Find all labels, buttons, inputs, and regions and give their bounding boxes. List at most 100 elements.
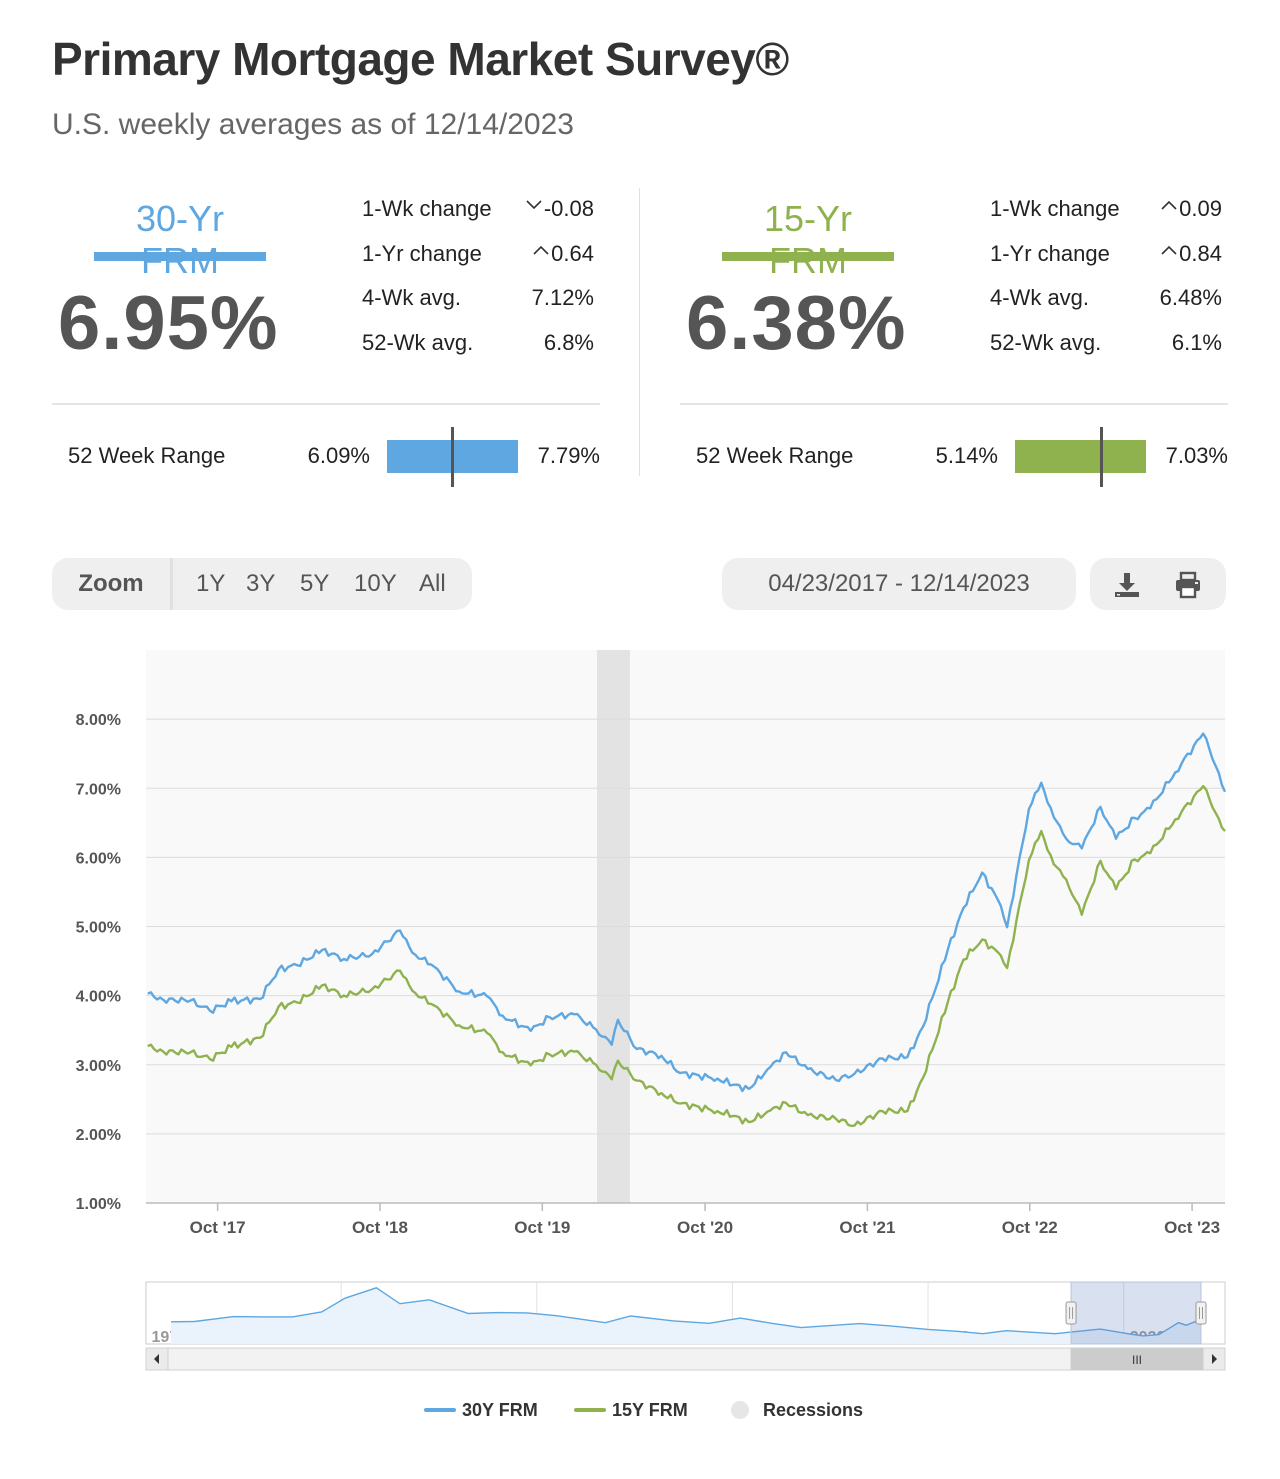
range-label: 52 Week Range bbox=[68, 443, 226, 468]
rate-panel-15yr: 15-Yr FRM 6.38% 1-Wk change 0.09 1-Yr ch… bbox=[680, 188, 1228, 488]
y-tick-label: 6.00% bbox=[76, 850, 121, 867]
stat-value-text: -0.08 bbox=[543, 196, 594, 221]
main-chart[interactable]: 1.00% 2.00% 3.00% 4.00% 5.00% 6.00% 7.00% 8.00%… bbox=[0, 640, 1280, 1240]
chart-legend: 30Y FRM 15Y FRM Recessions bbox=[0, 1396, 1280, 1426]
stat-value: 6.48% bbox=[1159, 285, 1222, 310]
range-marker bbox=[451, 427, 454, 487]
chevron-up-icon bbox=[1161, 245, 1177, 255]
legend-label: 15Y FRM bbox=[612, 1400, 688, 1420]
x-tick-label: Oct '19 bbox=[514, 1218, 570, 1237]
range-bar bbox=[387, 427, 518, 487]
stat-row: 4-Wk avg. 7.12% bbox=[362, 285, 600, 330]
y-tick-label: 4.00% bbox=[76, 989, 121, 1006]
stat-value: 6.1% bbox=[1171, 329, 1222, 355]
stat-value-text: 0.64 bbox=[551, 240, 594, 266]
series-line-15y bbox=[147, 785, 1226, 1128]
zoom-5y-button[interactable]: 5Y bbox=[300, 570, 330, 597]
stat-label: 4-Wk avg. bbox=[362, 285, 462, 310]
stat-row: 52-Wk avg. 6.1% bbox=[990, 330, 1228, 375]
legend-swatch bbox=[424, 1407, 456, 1412]
stats-list: 1-Wk change 0.09 1-Yr change 0.84 4-Wk a… bbox=[990, 196, 1228, 374]
stat-value: 6.8% bbox=[543, 329, 594, 355]
y-tick-label: 2.00% bbox=[76, 1127, 121, 1144]
y-tick-label: 5.00% bbox=[76, 920, 121, 937]
legend-item-recessions[interactable]: Recessions bbox=[731, 1396, 863, 1424]
panel-divider bbox=[680, 403, 1228, 405]
stats-list: 1-Wk change -0.08 1-Yr change 0.64 4-Wk … bbox=[362, 196, 600, 374]
stat-value-text: 0.09 bbox=[1179, 196, 1222, 221]
zoom-10y-button[interactable]: 10Y bbox=[354, 570, 397, 597]
navigator-line bbox=[170, 1287, 1202, 1337]
x-tick-label: Oct '22 bbox=[1002, 1218, 1058, 1237]
navigator-handle[interactable] bbox=[1195, 1301, 1207, 1325]
stat-row: 4-Wk avg. 6.48% bbox=[990, 285, 1228, 330]
rate-underline bbox=[94, 252, 266, 261]
navigator-handle[interactable] bbox=[1065, 1301, 1077, 1325]
stat-label: 1-Yr change bbox=[362, 240, 482, 266]
zoom-all-button[interactable]: All bbox=[419, 570, 446, 597]
legend-item-15y[interactable]: 15Y FRM bbox=[574, 1396, 688, 1424]
series-line-30y bbox=[147, 732, 1227, 1093]
zoom-3y-button[interactable]: 3Y bbox=[246, 570, 276, 597]
stat-label: 52-Wk avg. bbox=[990, 329, 1102, 355]
download-icon[interactable] bbox=[1112, 570, 1142, 600]
legend-item-30y[interactable]: 30Y FRM bbox=[424, 1396, 538, 1424]
y-tick-label: 7.00% bbox=[76, 781, 121, 798]
stat-row: 1-Yr change 0.84 bbox=[990, 241, 1228, 286]
stat-value: 0.09 bbox=[1161, 196, 1222, 222]
rate-value: 6.95% bbox=[58, 281, 279, 366]
stat-value: 0.84 bbox=[1161, 241, 1222, 267]
stat-value: -0.08 bbox=[526, 196, 594, 222]
export-toolbar bbox=[1090, 558, 1226, 610]
legend-swatch bbox=[731, 1400, 749, 1419]
stat-label: 4-Wk avg. bbox=[990, 285, 1090, 310]
range-high: 7.03% bbox=[1165, 443, 1228, 468]
stat-row: 52-Wk avg. 6.8% bbox=[362, 330, 600, 375]
date-range-input[interactable]: 04/23/2017 - 12/14/2023 bbox=[722, 558, 1076, 610]
zoom-1y-button[interactable]: 1Y bbox=[196, 570, 226, 597]
stat-row: 1-Wk change 0.09 bbox=[990, 196, 1228, 241]
rate-name: 30-Yr FRM bbox=[135, 198, 225, 281]
x-tick-label: Oct '18 bbox=[352, 1218, 408, 1237]
scroll-left-icon bbox=[154, 1354, 159, 1364]
rate-panel-30yr: 30-Yr FRM 6.95% 1-Wk change -0.08 1-Yr c… bbox=[52, 188, 600, 488]
legend-label: Recessions bbox=[763, 1400, 864, 1420]
chevron-up-icon bbox=[1161, 200, 1177, 210]
range-high: 7.79% bbox=[537, 443, 600, 468]
rate-name: 15-Yr FRM bbox=[763, 198, 853, 281]
x-tick-label: Oct '21 bbox=[839, 1218, 895, 1237]
scrollbar-thumb[interactable] bbox=[1070, 1347, 1204, 1371]
panel-separator bbox=[639, 188, 640, 476]
zoom-label: Zoom bbox=[52, 558, 173, 610]
navigator-chart[interactable]: 197019801990200020102020III bbox=[0, 1270, 1280, 1380]
zoom-bar: Zoom 1Y 3Y 5Y 10Y All bbox=[52, 558, 472, 610]
scrollbar-grip: III bbox=[1132, 1353, 1142, 1367]
scrollbar-track[interactable] bbox=[145, 1347, 1226, 1371]
page-title: Primary Mortgage Market Survey® bbox=[52, 33, 789, 85]
range-low: 5.14% bbox=[935, 443, 998, 468]
stat-value: 0.64 bbox=[533, 241, 594, 267]
stat-value: 7.12% bbox=[531, 285, 594, 310]
page-subtitle: U.S. weekly averages as of 12/14/2023 bbox=[52, 108, 574, 141]
stat-label: 1-Yr change bbox=[990, 240, 1110, 266]
range-low: 6.09% bbox=[307, 443, 370, 468]
y-tick-label: 1.00% bbox=[76, 1196, 121, 1213]
print-icon[interactable] bbox=[1173, 570, 1203, 600]
rate-underline bbox=[722, 252, 894, 261]
stat-label: 52-Wk avg. bbox=[362, 329, 474, 355]
chevron-down-icon bbox=[526, 200, 542, 210]
stat-row: 1-Wk change -0.08 bbox=[362, 196, 600, 241]
x-tick-label: Oct '17 bbox=[190, 1218, 246, 1237]
navigator-selection[interactable] bbox=[1070, 1281, 1202, 1345]
range-bar bbox=[1015, 427, 1146, 487]
y-tick-label: 3.00% bbox=[76, 1058, 121, 1075]
scroll-right-icon bbox=[1212, 1354, 1217, 1364]
x-tick-label: Oct '20 bbox=[677, 1218, 733, 1237]
legend-swatch bbox=[574, 1407, 606, 1412]
navigator-area bbox=[171, 1287, 1201, 1344]
legend-label: 30Y FRM bbox=[462, 1400, 538, 1420]
y-tick-label: 8.00% bbox=[76, 712, 121, 729]
stat-row: 1-Yr change 0.64 bbox=[362, 241, 600, 286]
range-label: 52 Week Range bbox=[696, 443, 854, 468]
stat-label: 1-Wk change bbox=[362, 196, 492, 221]
